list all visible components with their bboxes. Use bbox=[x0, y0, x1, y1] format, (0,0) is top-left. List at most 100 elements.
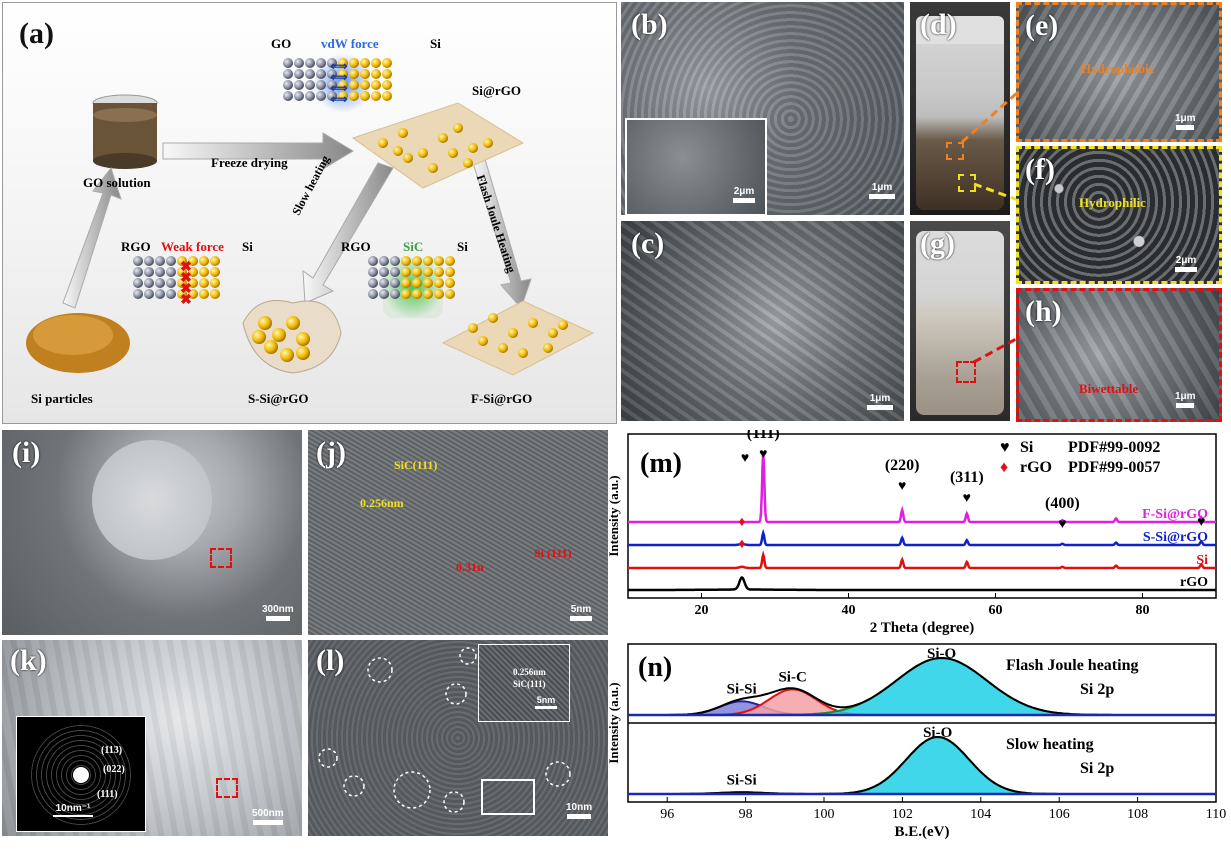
xps-component-label: Si-Si bbox=[727, 772, 757, 788]
panel-c-scalebar: 1μm bbox=[867, 393, 893, 410]
xrd-legend-name: rGO bbox=[1020, 459, 1052, 476]
red-cross-icon: ✖ bbox=[180, 271, 192, 286]
panel-g-vial: (g) bbox=[910, 221, 1010, 421]
vial-d-orange-box bbox=[946, 142, 964, 160]
label-f-si-rgo: F-Si@rGO bbox=[471, 391, 533, 406]
xrd-series-F-Si@rGO bbox=[628, 452, 1216, 524]
si-particle bbox=[518, 348, 528, 358]
si-particle bbox=[378, 138, 388, 148]
si-particle bbox=[508, 328, 518, 338]
xps-tick-label: 104 bbox=[970, 807, 991, 822]
panel-h-text: Biwettable bbox=[1079, 381, 1139, 396]
panel-l-d: 0.256nm bbox=[513, 667, 546, 677]
panel-e-scalebar: 1μm bbox=[1175, 113, 1196, 130]
xrd-series-S-Si@rGO bbox=[628, 528, 1216, 547]
xps-tick-label: 108 bbox=[1127, 807, 1148, 822]
label-go-solution: GO solution bbox=[83, 175, 151, 190]
panel-i-red-box bbox=[210, 548, 232, 568]
panel-b-sem: (b) 1μm 2μm bbox=[621, 2, 904, 215]
panel-j-label: (j) bbox=[316, 436, 346, 469]
xrd-series-label: F-Si@rGO bbox=[1142, 507, 1208, 522]
panel-f-scalebar: 2μm bbox=[1175, 255, 1197, 272]
panel-d-vial: (d) bbox=[910, 2, 1010, 215]
panel-l-hrtem: (l) 0.256nm SiC(111) 5nm 10nm bbox=[308, 640, 608, 836]
panel-g-label: (g) bbox=[920, 227, 955, 260]
si-particle bbox=[528, 318, 538, 328]
si-particle bbox=[498, 343, 508, 353]
xps-subplot-title: Flash Joule heating bbox=[1006, 657, 1138, 674]
panel-l-circles bbox=[318, 647, 571, 815]
xrd-peak-label: (400) bbox=[1045, 495, 1080, 512]
panel-c-sem: (c) 1μm bbox=[621, 221, 904, 421]
panel-e-sem: (e) Hydrophobic 1μm bbox=[1016, 2, 1222, 142]
si-particle bbox=[438, 133, 448, 143]
panel-l-label: (l) bbox=[316, 644, 345, 677]
si-particle bbox=[252, 330, 266, 344]
panel-a-schematic: (a) bbox=[2, 2, 617, 424]
label-si-top: Si bbox=[430, 36, 441, 51]
xps-tick-label: 102 bbox=[892, 807, 913, 822]
si-particle bbox=[543, 343, 553, 353]
go-si-lattice-top bbox=[283, 58, 392, 101]
xps-tick-label: 100 bbox=[814, 807, 835, 822]
xps-component-label: Si-Si bbox=[727, 681, 757, 697]
xrd-series-Si bbox=[628, 550, 1216, 570]
panel-n-xps-chart: Si-Si Si-C Si-O Flash Joule heating Si 2p Si-… bbox=[606, 643, 1226, 840]
double-arrow-icon: ⟺ bbox=[330, 59, 347, 73]
xrd-xlabel: 2 Theta (degree) bbox=[870, 620, 974, 636]
label-s-si-rgo: S-Si@rGO bbox=[248, 391, 309, 406]
heart-icon: ♥ bbox=[1197, 515, 1205, 530]
si-particle bbox=[398, 128, 408, 138]
panel-j-d1: 0.256nm bbox=[360, 496, 404, 510]
double-arrow-icon: ⟺ bbox=[330, 81, 347, 95]
panel-h-sem: (h) Biwettable 1μm bbox=[1016, 288, 1222, 422]
panel-l-inset-scalebar: 5nm bbox=[535, 695, 557, 709]
panel-l-scalebar: 10nm bbox=[566, 802, 592, 819]
label-si-rgo: Si@rGO bbox=[472, 83, 521, 98]
xrd-legend-marker: ♥ bbox=[1000, 439, 1010, 456]
double-arrow-icon: ⟺ bbox=[330, 92, 347, 106]
diamond-icon: ♦ bbox=[738, 537, 745, 552]
si-particle bbox=[286, 316, 300, 330]
si-particle bbox=[296, 332, 310, 346]
panel-b-label: (b) bbox=[631, 8, 668, 41]
xrd-legend-pdf: PDF#99-0092 bbox=[1068, 439, 1160, 456]
xrd-legend-marker: ♦ bbox=[1000, 459, 1008, 476]
si-particle bbox=[448, 148, 458, 158]
si-particle bbox=[393, 146, 403, 156]
si-particle bbox=[558, 320, 568, 330]
red-cross-icon: ✖ bbox=[180, 260, 192, 275]
saed-scalebar: 10nm⁻¹ bbox=[53, 803, 93, 817]
si-particle bbox=[478, 336, 488, 346]
xrd-tick-label: 20 bbox=[695, 603, 709, 618]
si-particle bbox=[264, 340, 278, 354]
xps-component-Si-O bbox=[628, 735, 1216, 795]
panel-f-sem: (f) Hydrophilic 2μm bbox=[1016, 146, 1222, 284]
si-particle bbox=[468, 143, 478, 153]
panel-k-red-box bbox=[216, 778, 238, 798]
xps-tick-label: 110 bbox=[1206, 807, 1226, 822]
xrd-series-label: rGO bbox=[1180, 575, 1208, 590]
label-si-left: Si bbox=[242, 239, 253, 254]
panel-n-label: (n) bbox=[638, 652, 672, 683]
xps-ylabel: Intensity (a.u.) bbox=[606, 682, 621, 763]
heart-icon: ♥ bbox=[759, 447, 767, 462]
panel-a-drawing: ✖ ⟺ ✖ ⟺ ✖ ⟺ ✖ ⟺ bbox=[26, 53, 595, 376]
xrd-peak-label: (220) bbox=[885, 457, 920, 474]
saed-111: (111) bbox=[97, 789, 118, 800]
label-freeze-drying: Freeze drying bbox=[211, 155, 288, 170]
si-particle bbox=[453, 123, 463, 133]
label-vdw-force: vdW force bbox=[321, 36, 379, 51]
label-si-particles: Si particles bbox=[31, 391, 93, 406]
si-particle bbox=[428, 163, 438, 173]
xrd-series-label: S-Si@rGO bbox=[1143, 530, 1208, 545]
rgo-si-lattice-left bbox=[133, 256, 220, 299]
si-particle bbox=[463, 158, 473, 168]
heart-icon: ♥ bbox=[741, 451, 749, 466]
si-particle bbox=[548, 328, 558, 338]
si-particle bbox=[468, 323, 478, 333]
panel-i-tem: (i) 300nm bbox=[2, 430, 302, 635]
xps-subplot-subtitle: Si 2p bbox=[1080, 760, 1114, 777]
panel-f-text: Hydrophilic bbox=[1079, 195, 1146, 210]
